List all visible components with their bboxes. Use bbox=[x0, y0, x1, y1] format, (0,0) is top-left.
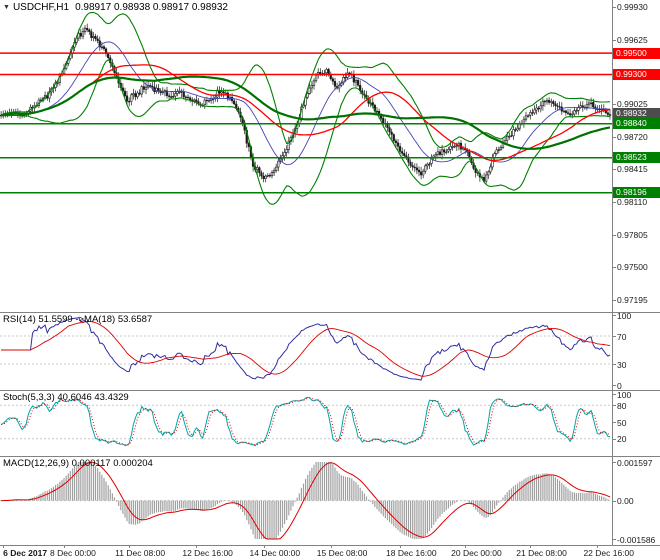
price-axis-tick: 0.99625 bbox=[617, 34, 648, 45]
macd-axis-tick: 0.00 bbox=[617, 496, 634, 507]
price-axis-tickmark bbox=[612, 137, 616, 138]
current-price-badge: 0.98932 bbox=[613, 108, 660, 120]
price-axis-line bbox=[612, 0, 613, 545]
stoch-d-line bbox=[0, 397, 611, 446]
rsi-axis-tickmark bbox=[612, 364, 616, 365]
ma-slow-green-line bbox=[0, 75, 611, 150]
pane-separator bbox=[0, 456, 660, 457]
rsi-axis-tick: 0 bbox=[617, 380, 622, 391]
time-axis-label: 22 Dec 16:00 bbox=[583, 548, 635, 558]
time-axis-label: 18 Dec 16:00 bbox=[386, 548, 437, 558]
stoch-axis-tickmark bbox=[612, 405, 616, 406]
macd-axis-tick: -0.001586 bbox=[617, 534, 656, 545]
time-axis-label: 21 Dec 08:00 bbox=[516, 548, 567, 558]
support-price-badge[interactable]: 0.98523 bbox=[613, 152, 660, 164]
rsi-axis-tick: 30 bbox=[617, 359, 627, 370]
time-axis-label: 20 Dec 00:00 bbox=[451, 548, 502, 558]
price-axis-tick: 0.98110 bbox=[617, 197, 648, 208]
stoch-indicator-pane[interactable] bbox=[0, 390, 660, 456]
price-axis-tick: 0.97500 bbox=[617, 262, 648, 273]
rsi-ma-line bbox=[1, 320, 611, 377]
time-axis-tick bbox=[196, 545, 197, 548]
stoch-axis-tickmark bbox=[612, 439, 616, 440]
time-axis-tick bbox=[597, 545, 598, 548]
time-axis-label: 14 Dec 00:00 bbox=[249, 548, 301, 558]
bollinger-lower-band bbox=[1, 59, 611, 205]
bollinger-middle-band bbox=[1, 41, 610, 166]
support-price-badge[interactable]: 0.98196 bbox=[613, 187, 660, 199]
macd-indicator-pane[interactable] bbox=[0, 456, 660, 545]
rsi-axis-tickmark bbox=[612, 385, 616, 386]
price-axis-tick: 0.97195 bbox=[617, 295, 648, 306]
bollinger-upper-band bbox=[0, 11, 610, 149]
pane-separator bbox=[0, 390, 660, 391]
rsi-axis-tickmark bbox=[612, 315, 616, 316]
main-price-pane[interactable] bbox=[0, 0, 660, 312]
macd-axis-tickmark bbox=[612, 462, 616, 463]
price-axis-tick: 0.99025 bbox=[617, 98, 648, 109]
price-axis-tick: 0.98720 bbox=[617, 131, 648, 142]
rsi-axis-tick: 100 bbox=[617, 310, 632, 321]
macd-axis-tickmark bbox=[612, 501, 616, 502]
stoch-axis-tick: 20 bbox=[617, 434, 627, 445]
time-axis-tick bbox=[530, 545, 531, 548]
stoch-axis-tick: 50 bbox=[617, 417, 627, 428]
time-axis-label: 12 Dec 16:00 bbox=[182, 548, 233, 558]
time-axis-tick bbox=[331, 545, 332, 548]
pane-separator bbox=[0, 545, 660, 546]
macd-label: MACD(12,26,9) 0.000117 0.000204 bbox=[3, 458, 153, 469]
resistance-price-badge[interactable]: 0.99300 bbox=[613, 68, 660, 80]
price-axis-tickmark bbox=[612, 202, 616, 203]
stoch-label: Stoch(5,3,3) 40.6046 43.4329 bbox=[3, 392, 129, 403]
support-price-badge[interactable]: 0.98840 bbox=[613, 118, 660, 130]
symbol-dropdown-icon[interactable]: ▼ bbox=[3, 4, 10, 11]
price-axis-tickmark bbox=[612, 235, 616, 236]
symbol-period-label: USDCHF,H1 bbox=[12, 2, 70, 13]
rsi-axis-tick: 70 bbox=[617, 331, 627, 342]
rsi-axis-tickmark bbox=[612, 336, 616, 337]
time-axis-tick bbox=[465, 545, 466, 548]
pane-separator bbox=[0, 312, 660, 313]
stoch-axis-tick: 100 bbox=[617, 389, 632, 400]
stoch-axis-tick: 80 bbox=[617, 400, 627, 411]
chart-header: ▼ USDCHF,H1 0.98917 0.98938 0.98917 0.9893… bbox=[3, 2, 228, 13]
price-axis-tickmark bbox=[612, 7, 616, 8]
price-axis-tickmark bbox=[612, 300, 616, 301]
time-axis-label: 6 Dec 2017 bbox=[3, 548, 48, 558]
time-axis-label: 15 Dec 08:00 bbox=[316, 548, 368, 558]
time-axis-label: 8 Dec 00:00 bbox=[50, 548, 96, 558]
time-axis-tick bbox=[264, 545, 265, 548]
macd-axis-tickmark bbox=[612, 539, 616, 540]
time-axis-tick bbox=[400, 545, 401, 548]
time-axis-tick bbox=[129, 545, 130, 548]
macd-axis-tick: 0.001597 bbox=[617, 457, 653, 468]
rsi-line bbox=[1, 317, 611, 381]
price-axis-tick: 0.97805 bbox=[617, 229, 648, 240]
price-axis-tickmark bbox=[612, 40, 616, 41]
resistance-price-badge[interactable]: 0.99500 bbox=[613, 47, 660, 59]
ohlc-readout: 0.98917 0.98938 0.98917 0.98932 bbox=[75, 2, 228, 13]
time-axis-tick bbox=[3, 545, 4, 548]
stoch-axis-tickmark bbox=[612, 422, 616, 423]
price-axis-tickmark bbox=[612, 267, 616, 268]
rsi-label: RSI(14) 51.5599 ->MA(18) 53.6587 bbox=[3, 314, 153, 325]
macd-signal-line bbox=[1, 461, 611, 540]
time-axis-label: 11 Dec 08:00 bbox=[115, 548, 166, 558]
time-axis-tick bbox=[64, 545, 65, 548]
price-axis-tick: 0.98415 bbox=[617, 164, 648, 175]
stoch-axis-tickmark bbox=[612, 394, 616, 395]
price-axis-tickmark bbox=[612, 169, 616, 170]
price-axis-tickmark bbox=[612, 104, 616, 105]
price-axis-tick: 0.99930 bbox=[617, 1, 648, 12]
rsi-indicator-pane[interactable] bbox=[0, 312, 660, 390]
